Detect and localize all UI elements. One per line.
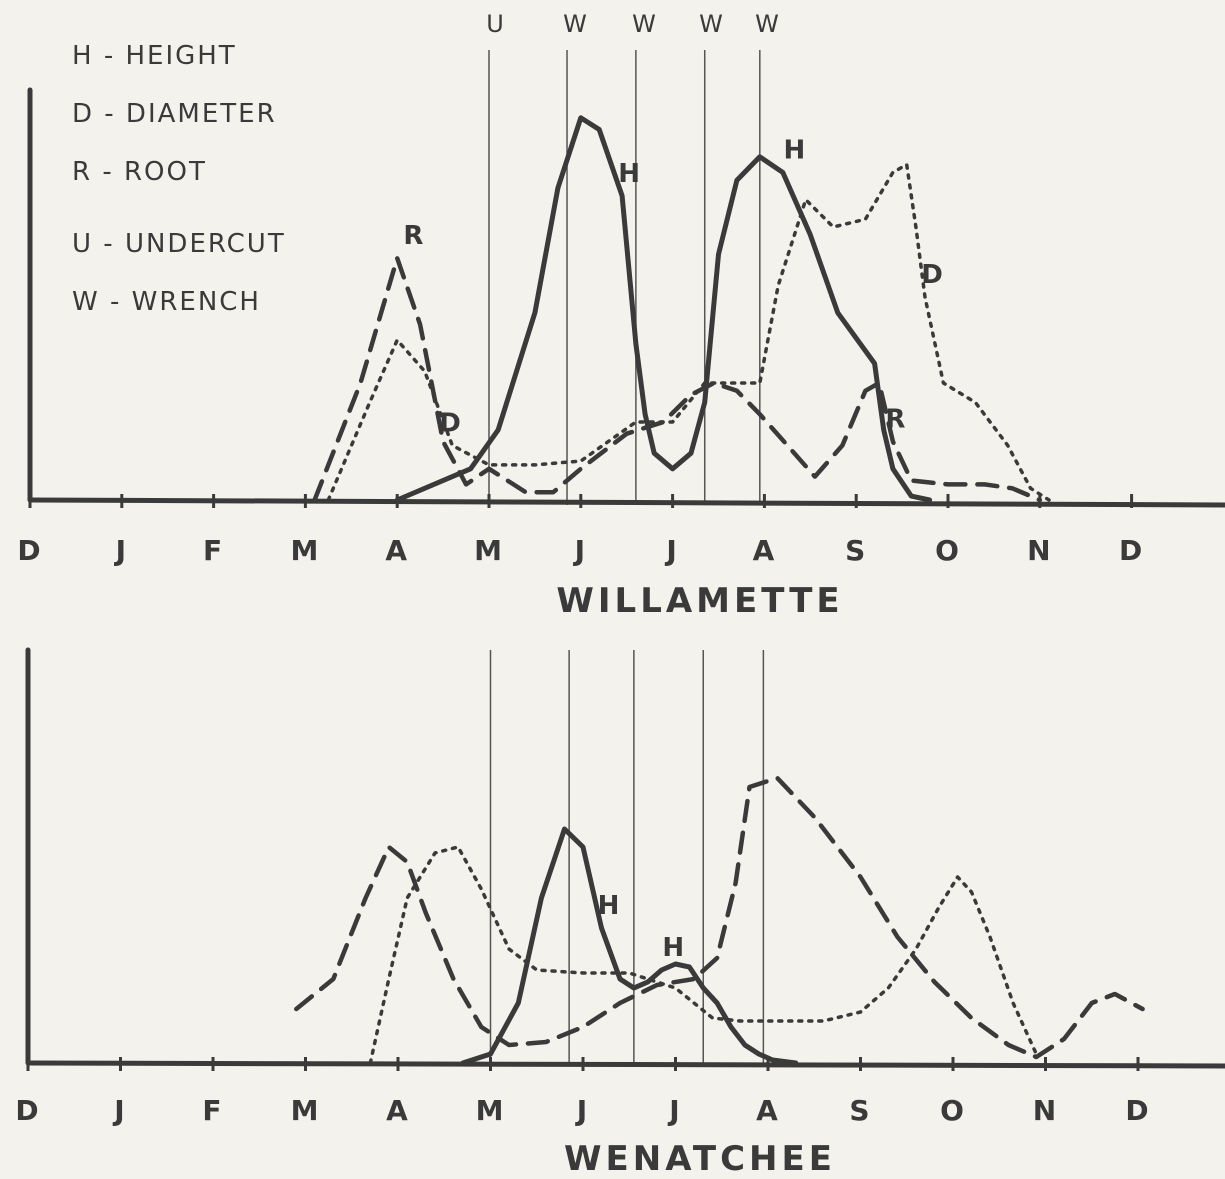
wenatchee-series: HH bbox=[294, 775, 1145, 1066]
wenatchee-month-label-3: M bbox=[291, 1094, 321, 1127]
wenatchee-month-label-9: S bbox=[849, 1094, 871, 1127]
wenatchee-series-h-line bbox=[460, 826, 799, 1066]
legend-item-root: R - ROOT bbox=[72, 157, 207, 187]
wenatchee-series-h-label-0: H bbox=[598, 891, 622, 921]
treatment-label-wrench-2: W bbox=[632, 10, 658, 38]
willamette-x-axis bbox=[29, 497, 1225, 508]
wenatchee-x-axis bbox=[27, 1060, 1225, 1069]
wenatchee-title: WENATCHEE bbox=[564, 1139, 836, 1179]
willamette-series-d-label-1: D bbox=[921, 260, 945, 290]
willamette-series-h-label-0: H bbox=[618, 159, 642, 189]
willamette-series-r-line bbox=[312, 255, 1043, 503]
willamette-month-label-11: N bbox=[1027, 534, 1052, 567]
willamette-month-label-6: J bbox=[573, 534, 587, 567]
willamette-month-label-2: F bbox=[203, 534, 224, 567]
wenatchee-month-label-1: J bbox=[112, 1094, 126, 1127]
willamette-month-label-7: J bbox=[664, 534, 678, 567]
willamette-month-label-1: J bbox=[114, 534, 128, 567]
willamette-month-label-3: M bbox=[290, 534, 320, 567]
wenatchee-month-label-6: J bbox=[575, 1094, 589, 1127]
wenatchee-month-label-0: D bbox=[15, 1094, 40, 1127]
willamette-month-label-4: A bbox=[385, 534, 409, 567]
willamette-series-d-line bbox=[326, 162, 1051, 502]
wenatchee-series-d-line bbox=[368, 845, 1039, 1065]
wenatchee-month-label-10: O bbox=[940, 1094, 966, 1127]
wenatchee-month-label-2: F bbox=[202, 1094, 223, 1127]
wenatchee-month-label-4: A bbox=[386, 1094, 410, 1127]
willamette-series-d-label-0: D bbox=[439, 408, 463, 438]
treatment-label-undercut: U bbox=[486, 10, 506, 38]
wenatchee-x-ticks bbox=[26, 1057, 1140, 1071]
wenatchee-month-label-5: M bbox=[476, 1094, 506, 1127]
willamette-month-label-12: D bbox=[1119, 534, 1144, 567]
treatment-label-wrench-3: W bbox=[699, 10, 725, 38]
wenatchee-month-label-12: D bbox=[1125, 1094, 1150, 1127]
legend-item-height: H - HEIGHT bbox=[72, 41, 237, 71]
willamette-month-label-5: M bbox=[474, 534, 504, 567]
wenatchee-series-r-line bbox=[294, 775, 1145, 1060]
willamette-series-r-label-0: R bbox=[403, 221, 425, 251]
willamette-month-label-10: O bbox=[935, 534, 961, 567]
treatment-labels: U W W W W bbox=[486, 10, 781, 38]
treatment-label-wrench-1: W bbox=[563, 10, 589, 38]
wenatchee-treatment-lines bbox=[489, 650, 765, 1063]
willamette-panel: D J F M A M J J A S O N D H H D D R R WILLAMETTE bbox=[17, 50, 1225, 621]
legend-item-undercut: U - UNDERCUT bbox=[72, 229, 286, 259]
willamette-month-label-9: S bbox=[845, 534, 867, 567]
willamette-title: WILLAMETTE bbox=[556, 581, 843, 621]
legend: H - HEIGHT D - DIAMETER R - ROOT U - UND… bbox=[72, 41, 286, 317]
willamette-month-label-8: A bbox=[753, 534, 777, 567]
wenatchee-month-label-11: N bbox=[1033, 1094, 1058, 1127]
willamette-series-r-label-1: R bbox=[885, 405, 907, 435]
legend-item-diameter: D - DIAMETER bbox=[72, 99, 277, 129]
wenatchee-month-label-7: J bbox=[667, 1094, 681, 1127]
willamette-series: H H D D R R bbox=[312, 115, 1051, 503]
wenatchee-month-label-8: A bbox=[756, 1094, 780, 1127]
legend-item-wrench: W - WRENCH bbox=[72, 287, 261, 317]
treatment-label-wrench-4: W bbox=[755, 10, 781, 38]
willamette-treatment-lines bbox=[488, 50, 761, 505]
wenatchee-series-h-label-1: H bbox=[662, 933, 686, 963]
willamette-series-h-line bbox=[394, 115, 933, 503]
willamette-month-label-0: D bbox=[17, 534, 42, 567]
willamette-series-h-label-1: H bbox=[783, 135, 807, 165]
